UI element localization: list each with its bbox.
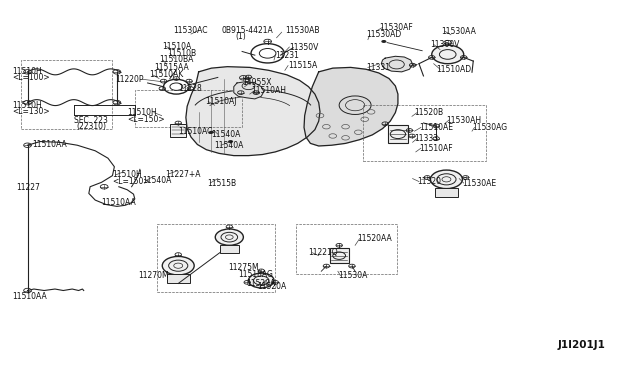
Text: 11530AA: 11530AA <box>442 26 476 36</box>
Text: 11360V: 11360V <box>430 40 460 49</box>
Polygon shape <box>381 56 413 72</box>
Text: 11510AF: 11510AF <box>419 144 452 153</box>
Circle shape <box>163 256 194 275</box>
Text: 11320: 11320 <box>417 177 441 186</box>
Circle shape <box>381 40 387 43</box>
Text: 11515AA: 11515AA <box>154 63 189 72</box>
Text: 11510H: 11510H <box>127 108 157 117</box>
Circle shape <box>215 229 243 245</box>
Text: 11530AD: 11530AD <box>366 30 401 39</box>
Text: 11270M: 11270M <box>138 271 168 280</box>
Text: 11510B: 11510B <box>167 49 196 58</box>
Text: 14955X: 14955X <box>242 78 271 87</box>
Text: 11333: 11333 <box>415 134 438 143</box>
Text: 11510BA: 11510BA <box>159 55 193 64</box>
Polygon shape <box>234 81 264 99</box>
Bar <box>435 188 458 197</box>
Text: 11530AB: 11530AB <box>285 26 319 35</box>
Bar <box>364 105 486 161</box>
Text: 11515B: 11515B <box>207 179 236 187</box>
Text: 11510AC: 11510AC <box>178 126 212 136</box>
Circle shape <box>248 273 274 288</box>
Text: 11510H: 11510H <box>12 67 42 76</box>
Text: 11510AH: 11510AH <box>252 86 287 95</box>
Bar <box>330 248 349 263</box>
Text: 11510AE: 11510AE <box>419 123 453 132</box>
Circle shape <box>431 170 463 189</box>
Text: (22310): (22310) <box>76 122 106 131</box>
Text: 11510H: 11510H <box>12 101 42 110</box>
Bar <box>220 244 239 253</box>
Text: (1): (1) <box>236 32 246 41</box>
Bar <box>296 224 397 274</box>
Text: 11520A: 11520A <box>257 282 287 291</box>
Circle shape <box>432 45 464 64</box>
Text: 11227: 11227 <box>17 183 40 192</box>
Text: 11540A: 11540A <box>211 129 241 139</box>
Text: <L=150>: <L=150> <box>127 115 164 124</box>
Text: 11231: 11231 <box>275 51 299 60</box>
Text: 11331: 11331 <box>366 63 390 72</box>
Text: 11510AA: 11510AA <box>101 198 136 207</box>
Text: 11510A: 11510A <box>163 42 191 51</box>
Text: 11227+A: 11227+A <box>166 170 201 179</box>
Text: 11530AE: 11530AE <box>462 179 496 187</box>
Bar <box>170 124 186 137</box>
Text: 11530AF: 11530AF <box>379 23 413 32</box>
Circle shape <box>209 131 214 134</box>
Text: 11220P: 11220P <box>116 75 144 84</box>
Circle shape <box>228 140 233 143</box>
Text: J1I201J1: J1I201J1 <box>557 340 605 350</box>
Text: 11520B: 11520B <box>415 108 444 117</box>
Text: 11510H: 11510H <box>113 170 142 179</box>
Bar <box>167 274 189 283</box>
Polygon shape <box>186 67 320 155</box>
Text: 11530A: 11530A <box>338 271 367 280</box>
Text: 11540A: 11540A <box>143 176 172 185</box>
Text: <L=100>: <L=100> <box>12 73 50 82</box>
Text: 11540A: 11540A <box>214 141 244 150</box>
Text: <L=150>: <L=150> <box>113 177 150 186</box>
Text: SEC. 223: SEC. 223 <box>74 116 108 125</box>
Text: 11520A: 11520A <box>246 279 276 288</box>
Text: 11350V: 11350V <box>289 42 319 51</box>
Text: 11530AH: 11530AH <box>447 116 481 125</box>
Text: 11530AG: 11530AG <box>472 123 507 132</box>
Bar <box>135 90 242 127</box>
Bar <box>388 125 408 143</box>
Polygon shape <box>304 67 398 146</box>
Text: 11530AC: 11530AC <box>173 26 207 35</box>
Bar <box>21 60 113 129</box>
Text: 11510AA: 11510AA <box>33 140 67 149</box>
Text: 11520AA: 11520AA <box>357 234 392 243</box>
Text: 11510AK: 11510AK <box>149 70 183 79</box>
Text: 11221Q: 11221Q <box>308 248 338 257</box>
Text: 11515A: 11515A <box>288 61 317 70</box>
Text: 11510AD: 11510AD <box>436 65 471 74</box>
Text: 11510AA: 11510AA <box>12 292 47 301</box>
Text: 11510AJ: 11510AJ <box>205 97 237 106</box>
Text: 11518AG: 11518AG <box>238 270 273 279</box>
Text: <L=130>: <L=130> <box>12 108 50 116</box>
Text: 0B915-4421A: 0B915-4421A <box>221 26 273 35</box>
Text: 11275M: 11275M <box>228 263 259 272</box>
Text: 11228: 11228 <box>178 84 202 93</box>
Bar <box>157 224 275 292</box>
